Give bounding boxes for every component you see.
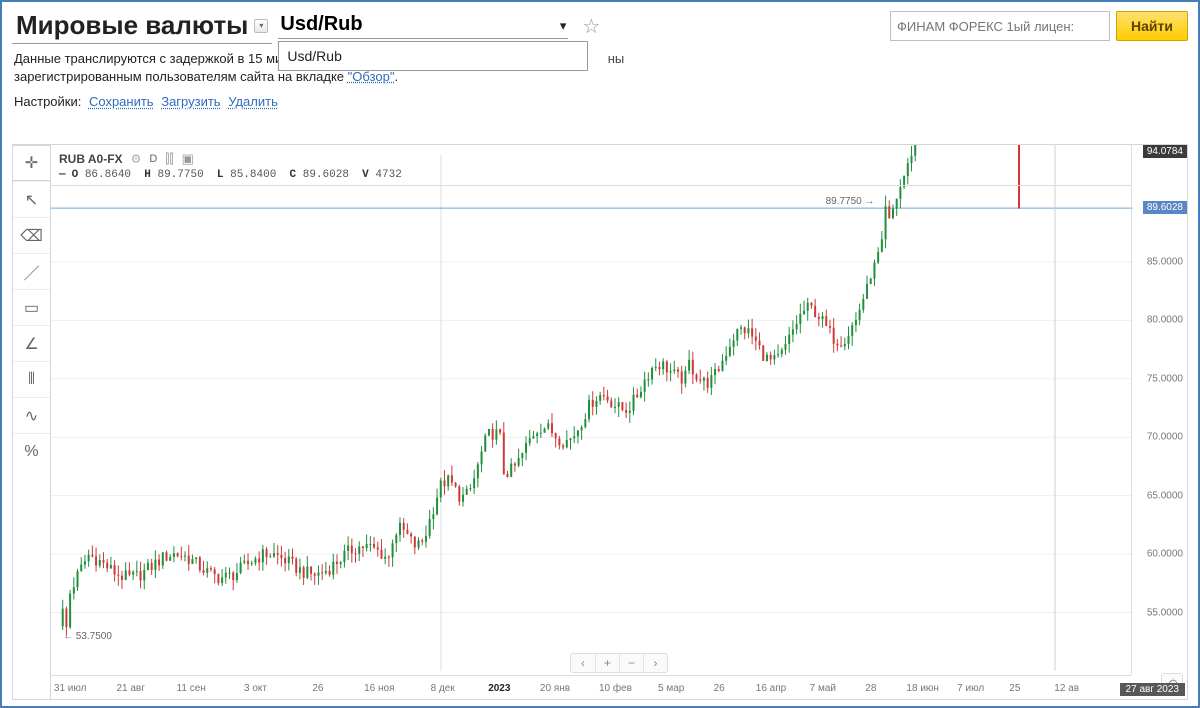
gear-icon[interactable]: ⚙ [131,152,142,166]
chart-symbol: RUB A0-FX [59,152,123,166]
x-tick: 18 июн [906,683,939,694]
zoom-in-button[interactable]: + [595,654,619,672]
y-tick: 75.0000 [1147,373,1183,384]
tool-zigzag[interactable]: ∿ [13,397,50,433]
x-tick: 20 янв [540,683,570,694]
settings-label: Настройки: [14,94,81,109]
x-tick: 31 июл [54,683,87,694]
tool-pct[interactable]: % [13,433,50,469]
x-tick: 21 авг [116,683,144,694]
category-combo[interactable]: Мировые валюты ▾ [12,8,272,44]
chevron-down-icon[interactable]: ▾ [560,18,567,34]
tool-eraser[interactable]: ⌫ [13,217,50,253]
category-label: Мировые валюты [16,10,248,41]
pair-dropdown-item[interactable]: Usd/Rub [278,41,588,71]
tool-crosshair[interactable]: ✛ [13,145,50,181]
tool-measure[interactable]: ∠ [13,325,50,361]
dropdown-item-label: Usd/Rub [287,48,341,64]
notice-line2-post: . [394,69,398,84]
high-flag: 89.7750 → [826,196,875,207]
y-tick: 80.0000 [1147,315,1183,326]
zoom-right-button[interactable]: › [643,654,667,672]
low-flag: ← 53.7500 [63,631,112,642]
settings-delete-link[interactable]: Удалить [228,94,278,109]
y-tick: 60.0000 [1147,549,1183,560]
x-tick: 10 фев [599,683,632,694]
y-tick: 85.0000 [1147,256,1183,267]
barstyle-icon[interactable]: ⫿⫿ [165,151,173,167]
x-axis: 31 июл 21 авг 11 сен 3 окт 26 16 ноя 8 дек 2023… [51,675,1131,699]
review-link[interactable]: "Обзор" [348,69,395,84]
search-input[interactable] [890,11,1110,41]
layout-icon[interactable]: ▣ [182,151,194,167]
x-tick: 25 [1009,683,1020,694]
x-tick: 3 окт [244,683,267,694]
pair-combo[interactable]: ▾ Usd/Rub [278,13,568,39]
x-tick: 7 май [810,683,836,694]
x-tick: 16 ноя [364,683,394,694]
zoom-controls: ‹ + − › [570,653,668,673]
tool-vlines[interactable]: ⦀ [13,361,50,397]
price-top-badge: 94.0784 [1143,145,1187,158]
x-tick: 26 [714,683,725,694]
ohlc-readout: —O 86.8640 H 89.7750 L 85.8400 C 89.6028… [59,169,402,181]
favorite-icon[interactable]: ☆ [582,14,600,39]
x-tick: 2023 [488,683,510,694]
y-tick: 70.0000 [1147,432,1183,443]
y-axis: 55.0000 60.0000 65.0000 70.0000 75.0000 80.00… [1131,145,1187,675]
chart-body: RUB A0-FX ⚙ D ⫿⫿ ▣ —O 86.8640 H 89.7750 … [51,145,1187,699]
tool-cursor[interactable]: ↖ [13,181,50,217]
settings-load-link[interactable]: Загрузить [161,94,220,109]
zoom-out-button[interactable]: − [619,654,643,672]
notice-line2-pre: зарегистрированным пользователям сайта н… [14,69,348,84]
zoom-left-button[interactable]: ‹ [571,654,595,672]
x-tick: 8 дек [431,683,455,694]
chart-panel: ✛↖⌫／▭∠⦀∿% RUB A0-FX ⚙ D ⫿⫿ ▣ —O 86.8640 … [12,144,1188,700]
tool-rect[interactable]: ▭ [13,289,50,325]
price-last-badge: 89.6028 [1143,201,1187,214]
x-tick: 12 ав [1054,683,1079,694]
settings-save-link[interactable]: Сохранить [89,94,154,109]
find-button[interactable]: Найти [1116,11,1188,41]
chevron-down-icon[interactable]: ▾ [254,19,268,33]
y-tick: 65.0000 [1147,490,1183,501]
x-tick: 5 мар [658,683,684,694]
tool-trendline[interactable]: ／ [13,253,50,289]
timeframe-label[interactable]: D [149,153,157,165]
date-cursor-badge: 27 авг 2023 [1120,683,1185,696]
x-tick: 28 [865,683,876,694]
chart-toolbar: ✛↖⌫／▭∠⦀∿% [13,145,51,699]
x-tick: 26 [312,683,323,694]
x-tick: 11 сен [177,683,206,694]
delay-notice: Данные транслируются с задержкой в 15 ми… [14,51,304,66]
stray-text: ны [608,51,625,66]
x-tick: 7 июл [957,683,984,694]
y-tick: 55.0000 [1147,607,1183,618]
x-tick: 16 апр [756,683,786,694]
pair-input[interactable] [278,13,568,39]
price-plot[interactable]: ← 53.7500 89.7750 → [51,145,1131,675]
